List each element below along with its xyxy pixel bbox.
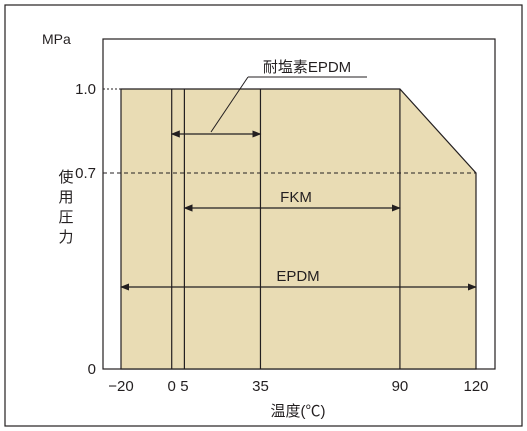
y-axis-ticks: 0 0.7 1.0 (75, 81, 96, 378)
operating-envelope-area (120, 88, 477, 370)
x-tick-label: 120 (463, 378, 488, 395)
y-axis-unit: MPa (42, 31, 71, 47)
range-label-fkm: FKM (280, 189, 312, 206)
range-label-chlorine-resistant-epdm: 耐塩素EPDM (263, 59, 351, 76)
label-leader-line (210, 76, 249, 133)
x-axis-ticks: −20 0 5 35 90 120 (108, 378, 488, 395)
y-axis-label-char: 使 (58, 169, 73, 186)
x-tick-label: 0 (168, 378, 176, 395)
y-tick-label: 0 (88, 361, 96, 378)
figure-frame (4, 4, 523, 427)
x-tick-label: −20 (108, 378, 133, 395)
y-axis-label: 使 用 圧 力 (58, 169, 73, 246)
x-tick-label: 35 (252, 378, 269, 395)
y-tick-label: 1.0 (75, 81, 96, 98)
x-tick-label: 90 (392, 378, 409, 395)
y-axis-label-char: 力 (58, 229, 73, 246)
x-tick-label: 5 (180, 378, 188, 395)
y-tick-label: 0.7 (75, 165, 96, 182)
range-label-epdm: EPDM (276, 268, 319, 285)
y-axis-label-char: 圧 (58, 209, 73, 226)
x-axis-title: 温度(℃) (271, 403, 326, 420)
y-axis-label-char: 用 (58, 189, 73, 206)
material-ranges (120, 130, 477, 291)
